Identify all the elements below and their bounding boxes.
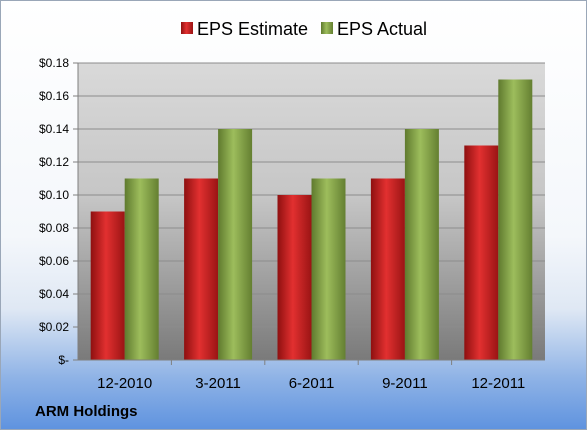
bar-eps-estimate bbox=[370, 178, 405, 360]
y-tick-label: $0.10 bbox=[39, 188, 69, 202]
bar-eps-actual bbox=[404, 129, 439, 360]
y-tick-label: $0.16 bbox=[39, 89, 69, 103]
bar-eps-estimate bbox=[184, 178, 219, 360]
y-tick-label: $0.12 bbox=[39, 155, 69, 169]
bar-eps-estimate bbox=[90, 211, 125, 360]
legend-label-estimate: EPS Estimate bbox=[197, 19, 308, 39]
x-tick-label: 12-2011 bbox=[471, 375, 525, 392]
bar-eps-actual bbox=[218, 129, 253, 360]
x-tick-label: 9-2011 bbox=[382, 375, 428, 392]
bar-eps-actual bbox=[124, 178, 159, 360]
legend: EPS Estimate EPS Actual bbox=[181, 19, 427, 39]
y-tick-label: $0.08 bbox=[39, 221, 69, 235]
bar-eps-estimate bbox=[277, 195, 312, 360]
y-tick-label: $0.14 bbox=[39, 122, 69, 136]
company-name: ARM Holdings bbox=[35, 403, 138, 420]
bar-eps-actual bbox=[311, 178, 346, 360]
bar-eps-actual bbox=[498, 79, 533, 360]
y-tick-label: $0.04 bbox=[39, 287, 69, 301]
y-tick-label: $0.06 bbox=[39, 254, 69, 268]
x-tick-label: 6-2011 bbox=[289, 375, 335, 392]
y-axis-ticks: $- $0.02 $0.04 $0.06 $0.08 $0.10 $0.12 $0.14 $0.… bbox=[39, 56, 78, 367]
x-axis-ticks: 12-2010 3-2011 6-2011 9-2011 12-2011 bbox=[97, 360, 525, 392]
x-tick-label: 12-2010 bbox=[97, 375, 152, 392]
y-tick-label: $- bbox=[58, 353, 69, 367]
legend-swatch-actual bbox=[321, 22, 333, 34]
bars bbox=[90, 79, 533, 360]
y-tick-label: $0.02 bbox=[39, 320, 69, 334]
y-tick-label: $0.18 bbox=[39, 56, 69, 70]
legend-label-actual: EPS Actual bbox=[337, 19, 427, 39]
x-tick-label: 3-2011 bbox=[195, 375, 241, 392]
legend-swatch-estimate bbox=[181, 22, 193, 34]
bar-eps-estimate bbox=[464, 145, 499, 360]
